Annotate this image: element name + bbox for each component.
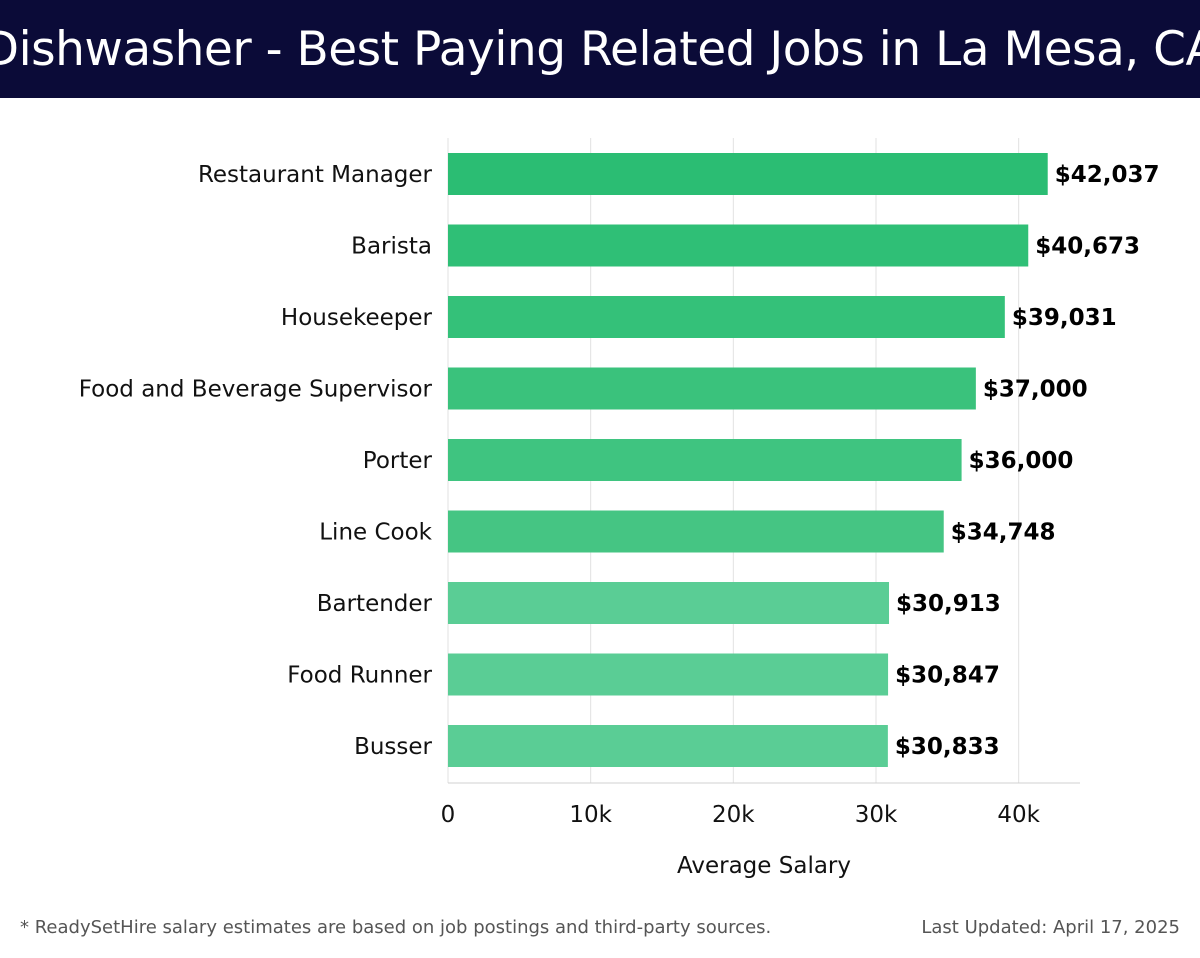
bar bbox=[448, 224, 1029, 267]
category-label: Porter bbox=[363, 448, 433, 474]
salary-bar-chart: 0 10k 20k 30k 40k Restaurant Manager $42,037 Ba… bbox=[79, 138, 1160, 879]
bars bbox=[448, 153, 1048, 767]
last-updated: Last Updated: April 17, 2025 bbox=[921, 917, 1180, 938]
category-label: Busser bbox=[354, 734, 432, 760]
footnote: * ReadySetHire salary estimates are base… bbox=[20, 917, 772, 938]
value-label: $40,673 bbox=[1035, 234, 1140, 260]
chart-title: Dishwasher - Best Paying Related Jobs in… bbox=[0, 21, 1200, 77]
bar bbox=[448, 367, 976, 410]
category-label: Bartender bbox=[317, 591, 433, 617]
x-tick-label: 0 bbox=[441, 802, 456, 828]
bar bbox=[448, 582, 890, 624]
value-label: $42,037 bbox=[1055, 162, 1160, 188]
chart-header: Dishwasher - Best Paying Related Jobs in… bbox=[0, 0, 1200, 98]
category-label: Line Cook bbox=[319, 520, 432, 546]
category-label: Barista bbox=[351, 234, 432, 260]
category-label: Housekeeper bbox=[281, 305, 433, 331]
bar bbox=[448, 153, 1048, 195]
x-axis-title: Average Salary bbox=[677, 853, 851, 879]
value-label: $39,031 bbox=[1012, 305, 1117, 331]
x-tick-label: 30k bbox=[855, 802, 898, 828]
value-label: $30,847 bbox=[895, 663, 1000, 689]
x-tick-label: 20k bbox=[712, 802, 755, 828]
x-tick-label: 40k bbox=[997, 802, 1040, 828]
value-label: $37,000 bbox=[983, 377, 1088, 403]
category-label: Food Runner bbox=[287, 663, 432, 689]
category-label: Food and Beverage Supervisor bbox=[79, 377, 433, 403]
value-label: $30,833 bbox=[895, 734, 1000, 760]
bar bbox=[448, 439, 962, 481]
bar bbox=[448, 296, 1005, 338]
bar bbox=[448, 510, 944, 553]
bar bbox=[448, 725, 888, 767]
x-tick-label: 10k bbox=[569, 802, 612, 828]
category-label: Restaurant Manager bbox=[198, 162, 433, 188]
value-label: $36,000 bbox=[969, 448, 1074, 474]
value-label: $34,748 bbox=[951, 520, 1056, 546]
labels: 0 10k 20k 30k 40k Restaurant Manager $42,037 Ba… bbox=[79, 162, 1160, 828]
bar bbox=[448, 653, 889, 696]
value-label: $30,913 bbox=[896, 591, 1001, 617]
